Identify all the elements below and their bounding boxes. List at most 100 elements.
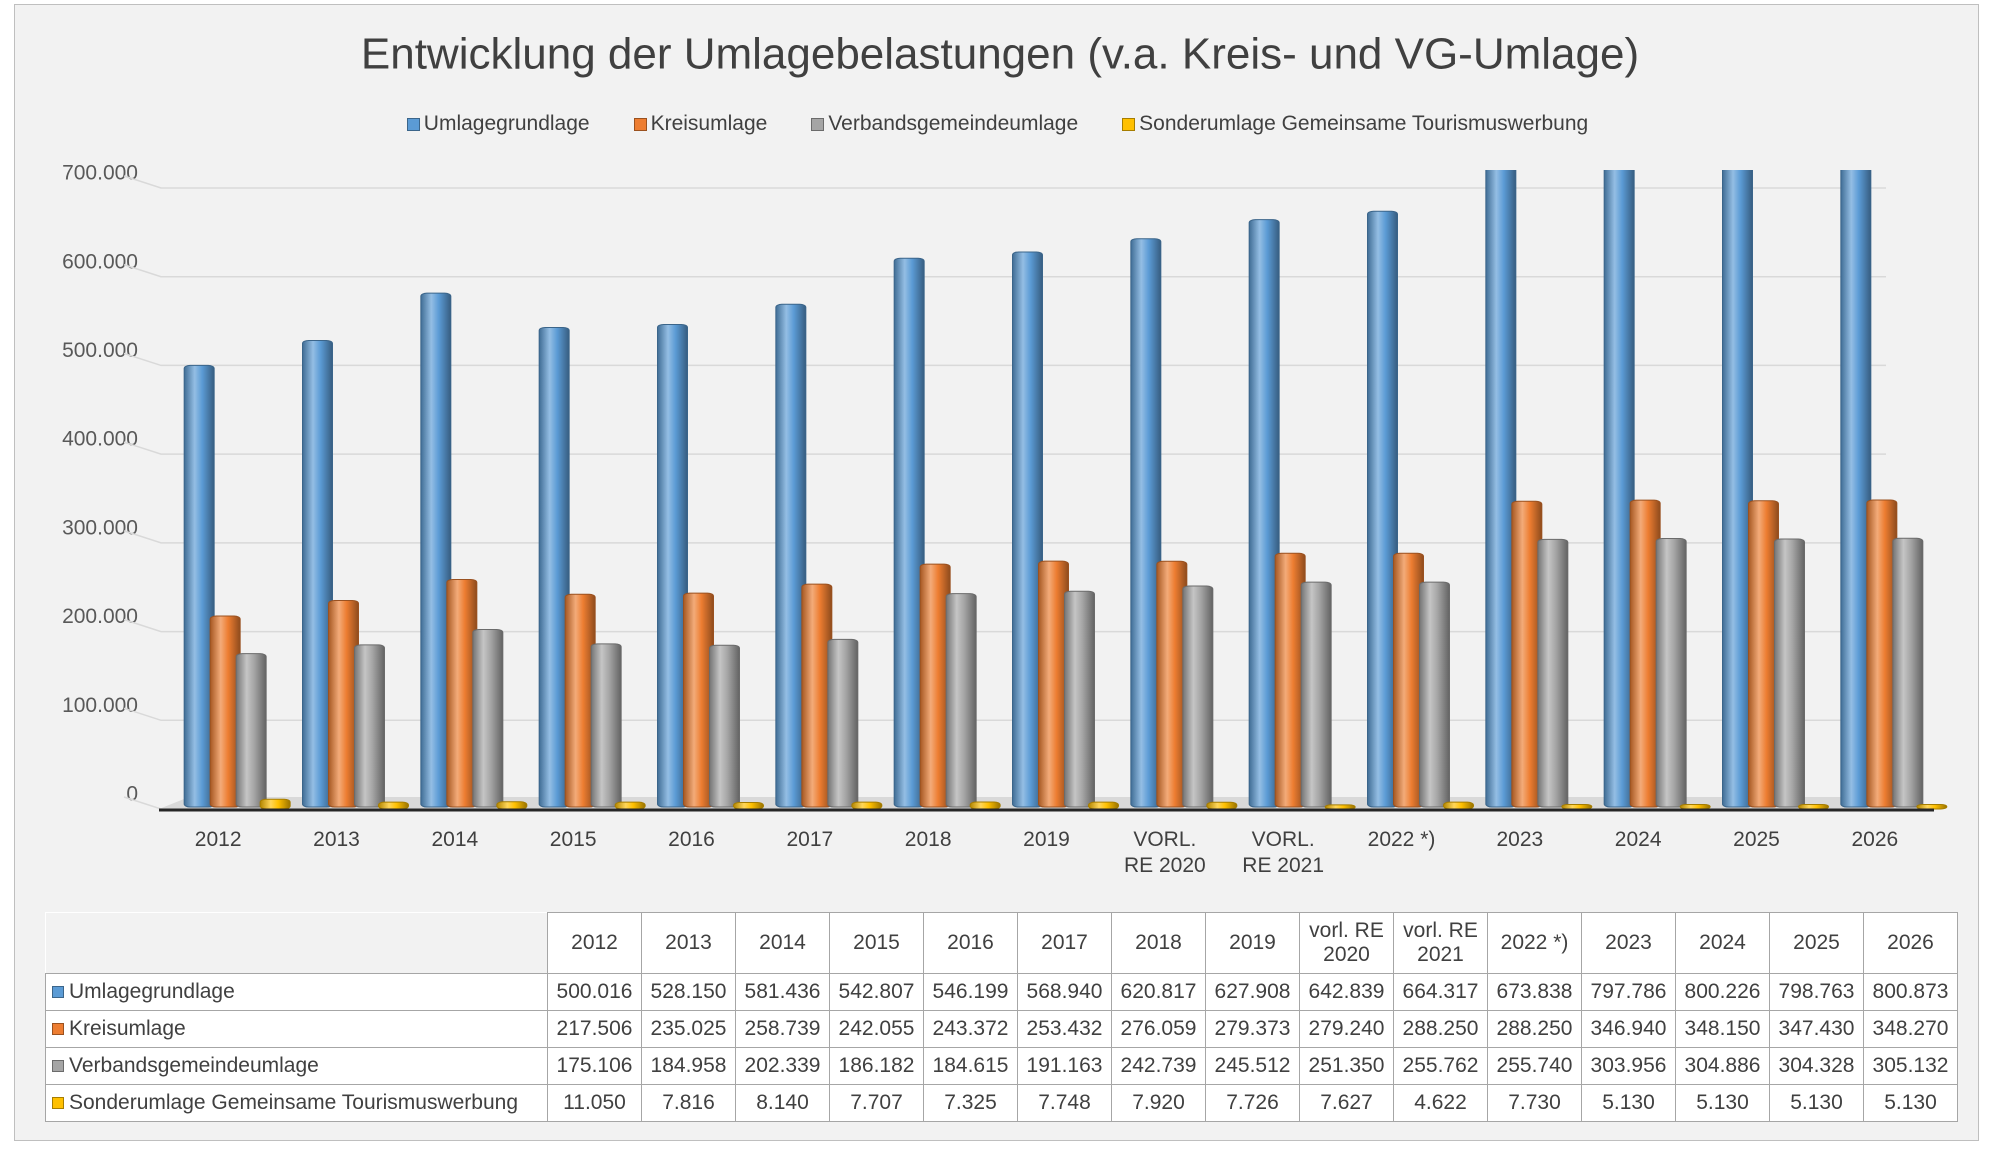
y-tick-label: 300.000 — [62, 516, 138, 539]
legend-swatch — [811, 117, 825, 131]
table-cell: 5.130 — [1863, 1084, 1958, 1122]
legend-label: Sonderumlage Gemeinsame Tourismuswerbung — [1139, 112, 1589, 135]
bar — [472, 628, 504, 808]
bar — [1485, 170, 1517, 808]
table-swatch — [52, 986, 64, 999]
table-cell: 673.838 — [1487, 973, 1582, 1011]
table-header-cell: 2018 — [1111, 912, 1206, 974]
x-tick-label: 2017 — [786, 828, 834, 851]
table-cell: 568.940 — [1017, 973, 1112, 1011]
table-cell: 217.506 — [547, 1010, 642, 1048]
x-tick-label: VORL. RE 2020 — [1123, 828, 1206, 877]
table-header-cell: 2014 — [735, 912, 830, 974]
bar — [1012, 251, 1043, 808]
legend-swatch — [1122, 117, 1136, 131]
table-cell: 242.055 — [829, 1010, 924, 1048]
table-cell: 11.050 — [547, 1084, 642, 1122]
table-cell: 184.958 — [641, 1047, 736, 1085]
table-corner — [45, 912, 548, 974]
table-cell: 500.016 — [547, 973, 642, 1011]
bar — [1419, 581, 1450, 808]
table-cell: 664.317 — [1393, 973, 1488, 1011]
y-tick-label: 700.000 — [62, 162, 138, 185]
table-series-name: Verbandsgemeindeumlage — [69, 1054, 319, 1077]
table-header-cell: 2024 — [1675, 912, 1770, 974]
bar — [1324, 804, 1356, 810]
bar — [1798, 803, 1829, 810]
x-tick-label: 2025 — [1733, 828, 1780, 851]
table-cell: 305.132 — [1863, 1047, 1958, 1085]
table-cell: 800.873 — [1863, 973, 1958, 1011]
bar — [1182, 585, 1214, 808]
legend-item: Umlagegrundlage — [406, 112, 590, 136]
x-tick-label: 2018 — [904, 828, 952, 851]
table-header-cell: 2023 — [1581, 912, 1676, 974]
bar — [1774, 538, 1805, 808]
table-row: Kreisumlage 217.506 235.025 258.739 242.055 2… — [45, 1010, 1958, 1048]
table-cell: 184.615 — [923, 1047, 1018, 1085]
table-cell: 242.739 — [1111, 1047, 1206, 1085]
y-tick-label: 200.000 — [62, 605, 138, 628]
table-cell: 7.726 — [1205, 1084, 1300, 1122]
table-swatch — [52, 1060, 64, 1073]
x-tick-label: 2014 — [431, 828, 479, 851]
bar — [1088, 801, 1119, 810]
table-row: Sonderumlage Gemeinsame Tourismuswerbung… — [45, 1084, 1958, 1122]
table-row-label: Kreisumlage — [45, 1010, 548, 1048]
bar — [420, 292, 452, 808]
bar — [775, 303, 807, 808]
table-header-cell: vorl. RE 2021 — [1393, 912, 1488, 974]
table-cell: 348.270 — [1863, 1010, 1958, 1048]
bar — [1561, 803, 1593, 810]
x-tick-label: 2024 — [1614, 828, 1662, 851]
y-tick-label: 0 — [126, 783, 138, 806]
bar — [235, 653, 267, 808]
bar — [1206, 801, 1238, 810]
legend-item: Verbandsgemeindeumlage — [811, 112, 1078, 136]
bar — [893, 257, 925, 808]
grid-line — [123, 441, 1886, 455]
table-cell: 288.250 — [1393, 1010, 1488, 1048]
x-tick-label: 2013 — [313, 828, 360, 851]
table-cell: 303.956 — [1581, 1047, 1676, 1085]
bar — [827, 638, 859, 808]
x-tick-label: 2015 — [549, 828, 597, 851]
x-tick-label: 2019 — [1023, 828, 1070, 851]
table-cell: 797.786 — [1581, 973, 1676, 1011]
y-tick-label: 500.000 — [62, 339, 138, 362]
x-tick-label: 2016 — [668, 828, 715, 851]
table-header-row: 2012 2013 2014 2015 2016 2017 2018 2019 vorl. RE… — [45, 912, 1958, 974]
x-tick-label: VORL. RE 2021 — [1242, 828, 1325, 877]
table-cell: 620.817 — [1111, 973, 1206, 1011]
bar — [1300, 581, 1332, 808]
table-cell: 800.226 — [1675, 973, 1770, 1011]
table-header-cell: 2012 — [547, 912, 642, 974]
bar — [354, 644, 385, 808]
legend: Umlagegrundlage Kreisumlage Verbandsgemein… — [0, 112, 1995, 136]
bar — [1248, 219, 1280, 808]
table-series-name: Sonderumlage Gemeinsame Tourismuswerbung — [69, 1091, 519, 1114]
bar — [378, 801, 409, 810]
grid-line — [123, 352, 1886, 367]
table-swatch — [52, 1097, 64, 1110]
table-cell: 235.025 — [641, 1010, 736, 1048]
table-cell: 798.763 — [1769, 973, 1864, 1011]
table-cell: 255.740 — [1487, 1047, 1582, 1085]
bar — [657, 323, 688, 808]
table-cell: 528.150 — [641, 973, 736, 1011]
table-cell: 253.432 — [1017, 1010, 1112, 1048]
table-cell: 581.436 — [735, 973, 830, 1011]
table-row: Umlagegrundlage 500.016 528.150 581.436 542.… — [45, 973, 1958, 1011]
table-cell: 186.182 — [829, 1047, 924, 1085]
bar — [1367, 210, 1398, 808]
table-cell: 7.325 — [923, 1084, 1018, 1122]
table-cell: 7.627 — [1299, 1084, 1394, 1122]
table-cell: 276.059 — [1111, 1010, 1206, 1048]
chart-title: Entwicklung der Umlagebelastungen (v.a. … — [361, 30, 1639, 79]
bar — [1892, 537, 1924, 808]
table-cell: 255.762 — [1393, 1047, 1488, 1085]
table-cell: 642.839 — [1299, 973, 1394, 1011]
grid-line — [123, 530, 1886, 544]
